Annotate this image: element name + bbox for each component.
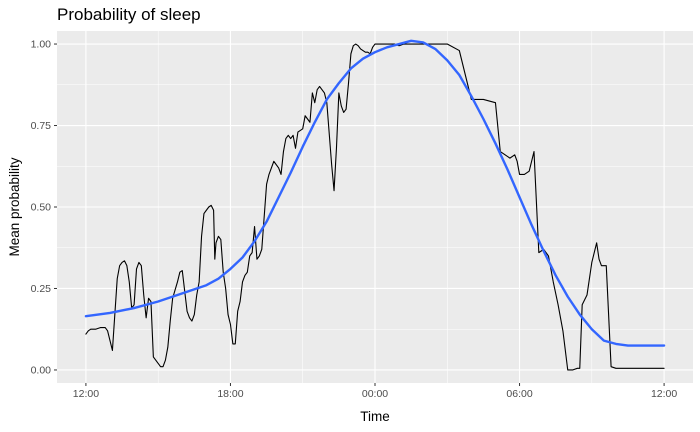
x-tick-label: 00:00 [362, 388, 388, 400]
chart-title: Probability of sleep [57, 5, 201, 24]
y-tick-label: 1.00 [31, 39, 52, 51]
smoothed-trend-line [84, 39, 666, 347]
x-tick-label: 06:00 [506, 388, 532, 400]
x-tick-label: 18:00 [217, 388, 243, 400]
y-tick-label: 0.50 [31, 202, 52, 214]
grid-lines [57, 31, 693, 383]
y-tick-label: 0.75 [31, 120, 52, 132]
raw-probability-line [85, 43, 665, 371]
y-tick-label: 0.00 [31, 365, 52, 377]
x-axis-title: Time [360, 409, 390, 424]
y-tick-label: 0.25 [31, 283, 52, 295]
series-layer [84, 39, 666, 371]
y-axis-title: Mean probability [7, 157, 22, 256]
x-tick-label: 12:00 [651, 388, 677, 400]
x-axis: 12:00 18:00 00:00 06:00 12:00 [73, 383, 677, 400]
x-tick-label: 12:00 [73, 388, 99, 400]
y-axis: 0.00 0.25 0.50 0.75 1.00 [31, 39, 57, 377]
